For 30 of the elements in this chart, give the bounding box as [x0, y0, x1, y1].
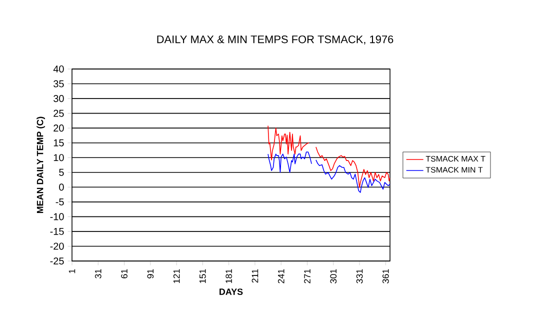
y-tick-label: 0 — [59, 184, 64, 191]
y-axis-title: MEAN DAILY TEMP (C) — [36, 116, 45, 214]
y-tick-label: -25 — [50, 257, 64, 265]
y-tick-label: -20 — [50, 242, 64, 250]
chart-title: DAILY MAX & MIN TEMPS FOR TSMACK, 1976 — [157, 35, 394, 45]
x-tick-label: 31 — [94, 269, 102, 278]
y-tick-label: 20 — [54, 124, 64, 132]
y-tick-label: 15 — [54, 139, 64, 146]
y-tick-label: 25 — [54, 110, 64, 117]
x-tick-label: 301 — [330, 269, 337, 284]
x-tick-label: 241 — [278, 269, 284, 284]
y-tick-label: 5 — [59, 168, 64, 176]
x-axis-title: DAYS — [220, 288, 243, 295]
x-tick-label: 151 — [200, 269, 206, 284]
x-tick-label: 1 — [68, 269, 76, 274]
x-tick-label: 181 — [226, 269, 232, 284]
x-tick-label: 91 — [147, 269, 154, 278]
x-tick-label: 121 — [173, 269, 180, 284]
x-tick-label: 61 — [121, 269, 128, 278]
x-tick-label: 211 — [252, 269, 258, 283]
y-tick-label: 30 — [54, 95, 64, 102]
x-tick-label: 271 — [304, 269, 310, 284]
y-tick-label: 35 — [54, 80, 64, 88]
y-tick-label: -5 — [56, 198, 64, 206]
y-tick-label: -15 — [50, 228, 64, 235]
y-tick-label: 40 — [53, 65, 64, 73]
y-tick-label: 10 — [54, 154, 64, 162]
x-tick-label: 331 — [356, 269, 363, 284]
y-tick-label: -10 — [50, 213, 64, 220]
x-tick-label: 361 — [382, 269, 389, 284]
